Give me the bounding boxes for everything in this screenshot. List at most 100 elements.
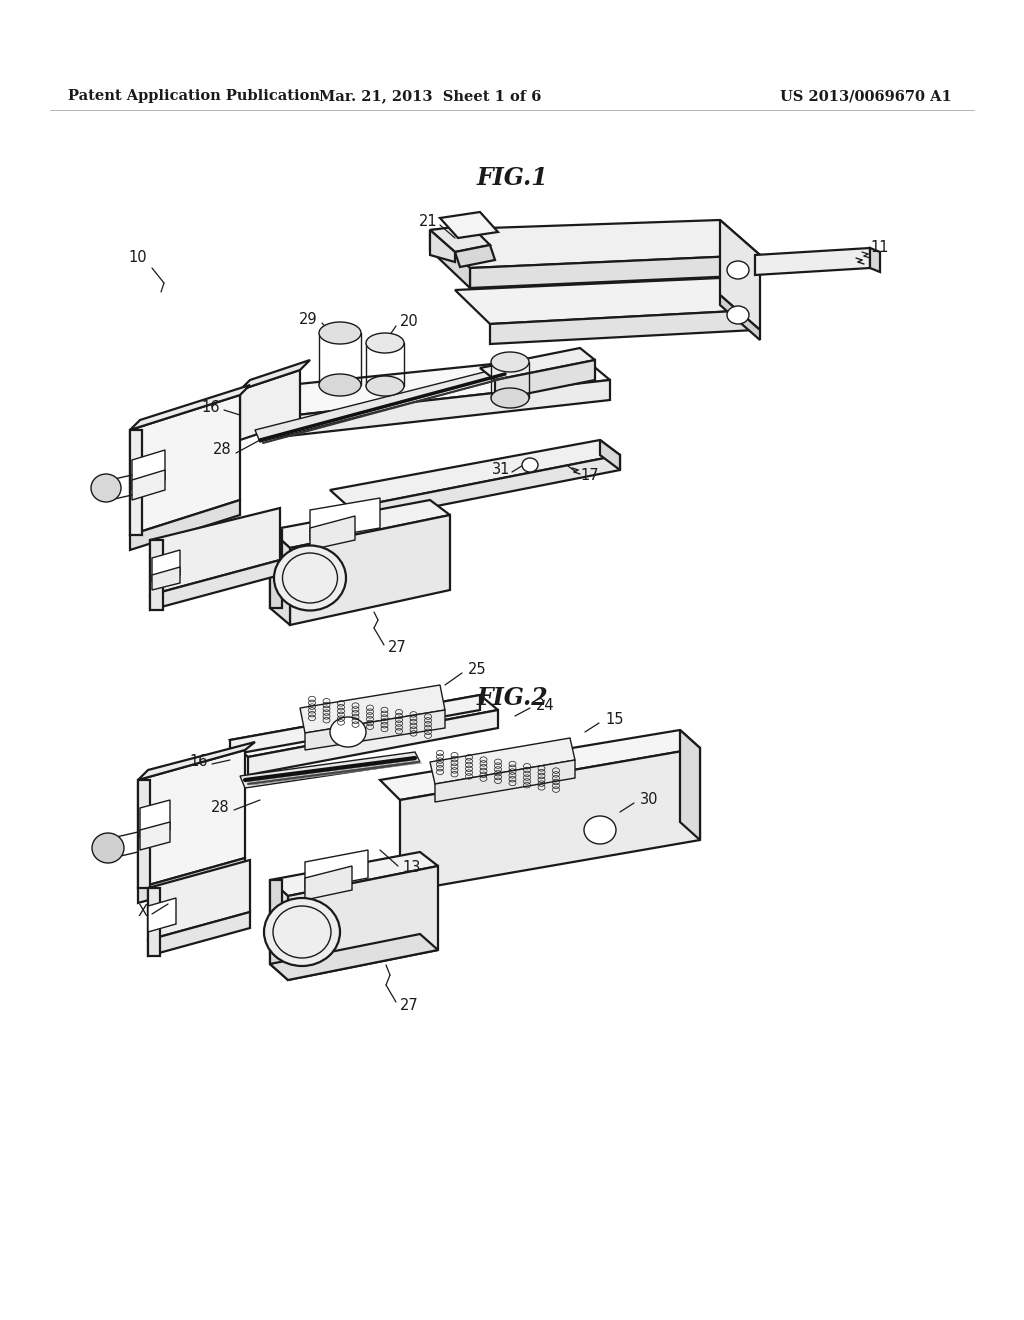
Polygon shape — [138, 858, 245, 903]
Text: Mar. 21, 2013  Sheet 1 of 6: Mar. 21, 2013 Sheet 1 of 6 — [318, 88, 542, 103]
Text: 24: 24 — [536, 697, 555, 713]
Polygon shape — [148, 861, 250, 940]
Ellipse shape — [584, 816, 616, 843]
Polygon shape — [230, 696, 480, 755]
Polygon shape — [310, 498, 380, 540]
Polygon shape — [270, 935, 438, 979]
Text: 10: 10 — [129, 251, 147, 265]
Polygon shape — [148, 912, 250, 956]
Ellipse shape — [274, 545, 346, 610]
Ellipse shape — [366, 376, 404, 396]
Text: 15: 15 — [605, 713, 624, 727]
Polygon shape — [150, 560, 280, 610]
Polygon shape — [240, 360, 310, 389]
Polygon shape — [255, 368, 506, 442]
Polygon shape — [150, 540, 163, 610]
Ellipse shape — [490, 388, 529, 408]
Polygon shape — [240, 370, 300, 440]
Polygon shape — [480, 348, 595, 380]
Polygon shape — [430, 220, 760, 268]
Polygon shape — [130, 500, 240, 550]
Polygon shape — [680, 730, 700, 840]
Polygon shape — [310, 516, 355, 550]
Polygon shape — [430, 230, 455, 261]
Polygon shape — [495, 360, 595, 400]
Polygon shape — [150, 508, 280, 595]
Text: 27: 27 — [388, 640, 407, 656]
Text: 28: 28 — [211, 800, 230, 816]
Polygon shape — [130, 385, 250, 430]
Polygon shape — [755, 248, 870, 275]
Text: 31: 31 — [492, 462, 510, 478]
Polygon shape — [270, 880, 288, 979]
Polygon shape — [270, 531, 290, 624]
Polygon shape — [270, 531, 282, 609]
Polygon shape — [600, 440, 620, 470]
Polygon shape — [720, 294, 760, 341]
Polygon shape — [470, 255, 760, 288]
Polygon shape — [300, 685, 445, 733]
Polygon shape — [870, 248, 880, 272]
Polygon shape — [230, 696, 498, 756]
Polygon shape — [350, 455, 620, 523]
Ellipse shape — [92, 833, 124, 863]
Text: 25: 25 — [468, 663, 486, 677]
Polygon shape — [152, 568, 180, 590]
Text: 16: 16 — [189, 755, 208, 770]
Polygon shape — [490, 310, 755, 345]
Ellipse shape — [727, 306, 749, 323]
Polygon shape — [270, 380, 610, 438]
Text: US 2013/0069670 A1: US 2013/0069670 A1 — [780, 88, 951, 103]
Ellipse shape — [91, 474, 121, 502]
Text: 13: 13 — [402, 861, 421, 875]
Polygon shape — [440, 213, 498, 238]
Ellipse shape — [264, 898, 340, 966]
Text: FIG.2: FIG.2 — [476, 686, 548, 710]
Text: 20: 20 — [400, 314, 419, 330]
Polygon shape — [305, 710, 445, 750]
Ellipse shape — [727, 261, 749, 279]
Polygon shape — [132, 450, 165, 490]
Polygon shape — [305, 866, 352, 900]
Ellipse shape — [330, 717, 366, 747]
Polygon shape — [240, 355, 610, 418]
Polygon shape — [290, 515, 450, 624]
Polygon shape — [270, 500, 450, 548]
Ellipse shape — [366, 333, 404, 352]
Polygon shape — [288, 866, 438, 979]
Polygon shape — [152, 550, 180, 582]
Polygon shape — [430, 230, 470, 288]
Ellipse shape — [490, 352, 529, 372]
Polygon shape — [138, 780, 150, 888]
Polygon shape — [140, 800, 170, 838]
Polygon shape — [455, 279, 755, 323]
Text: 29: 29 — [299, 313, 318, 327]
Polygon shape — [138, 742, 255, 780]
Polygon shape — [248, 710, 498, 775]
Text: FIG.1: FIG.1 — [476, 166, 548, 190]
Polygon shape — [435, 760, 575, 803]
Polygon shape — [380, 730, 700, 800]
Polygon shape — [138, 750, 245, 888]
Ellipse shape — [319, 322, 361, 345]
Polygon shape — [132, 470, 165, 500]
Text: 16: 16 — [202, 400, 220, 416]
Text: Patent Application Publication: Patent Application Publication — [68, 88, 319, 103]
Polygon shape — [430, 224, 490, 252]
Ellipse shape — [522, 458, 538, 473]
Polygon shape — [270, 880, 282, 964]
Polygon shape — [140, 822, 170, 850]
Polygon shape — [330, 440, 620, 508]
Text: 30: 30 — [640, 792, 658, 808]
Ellipse shape — [319, 374, 361, 396]
Polygon shape — [130, 395, 240, 535]
Text: 28: 28 — [213, 442, 232, 458]
Polygon shape — [400, 748, 700, 892]
Polygon shape — [720, 220, 760, 330]
Text: 27: 27 — [400, 998, 419, 1012]
Polygon shape — [305, 850, 368, 890]
Text: 11: 11 — [870, 240, 889, 256]
Text: 17: 17 — [580, 467, 599, 483]
Polygon shape — [148, 898, 176, 932]
Polygon shape — [270, 851, 438, 896]
